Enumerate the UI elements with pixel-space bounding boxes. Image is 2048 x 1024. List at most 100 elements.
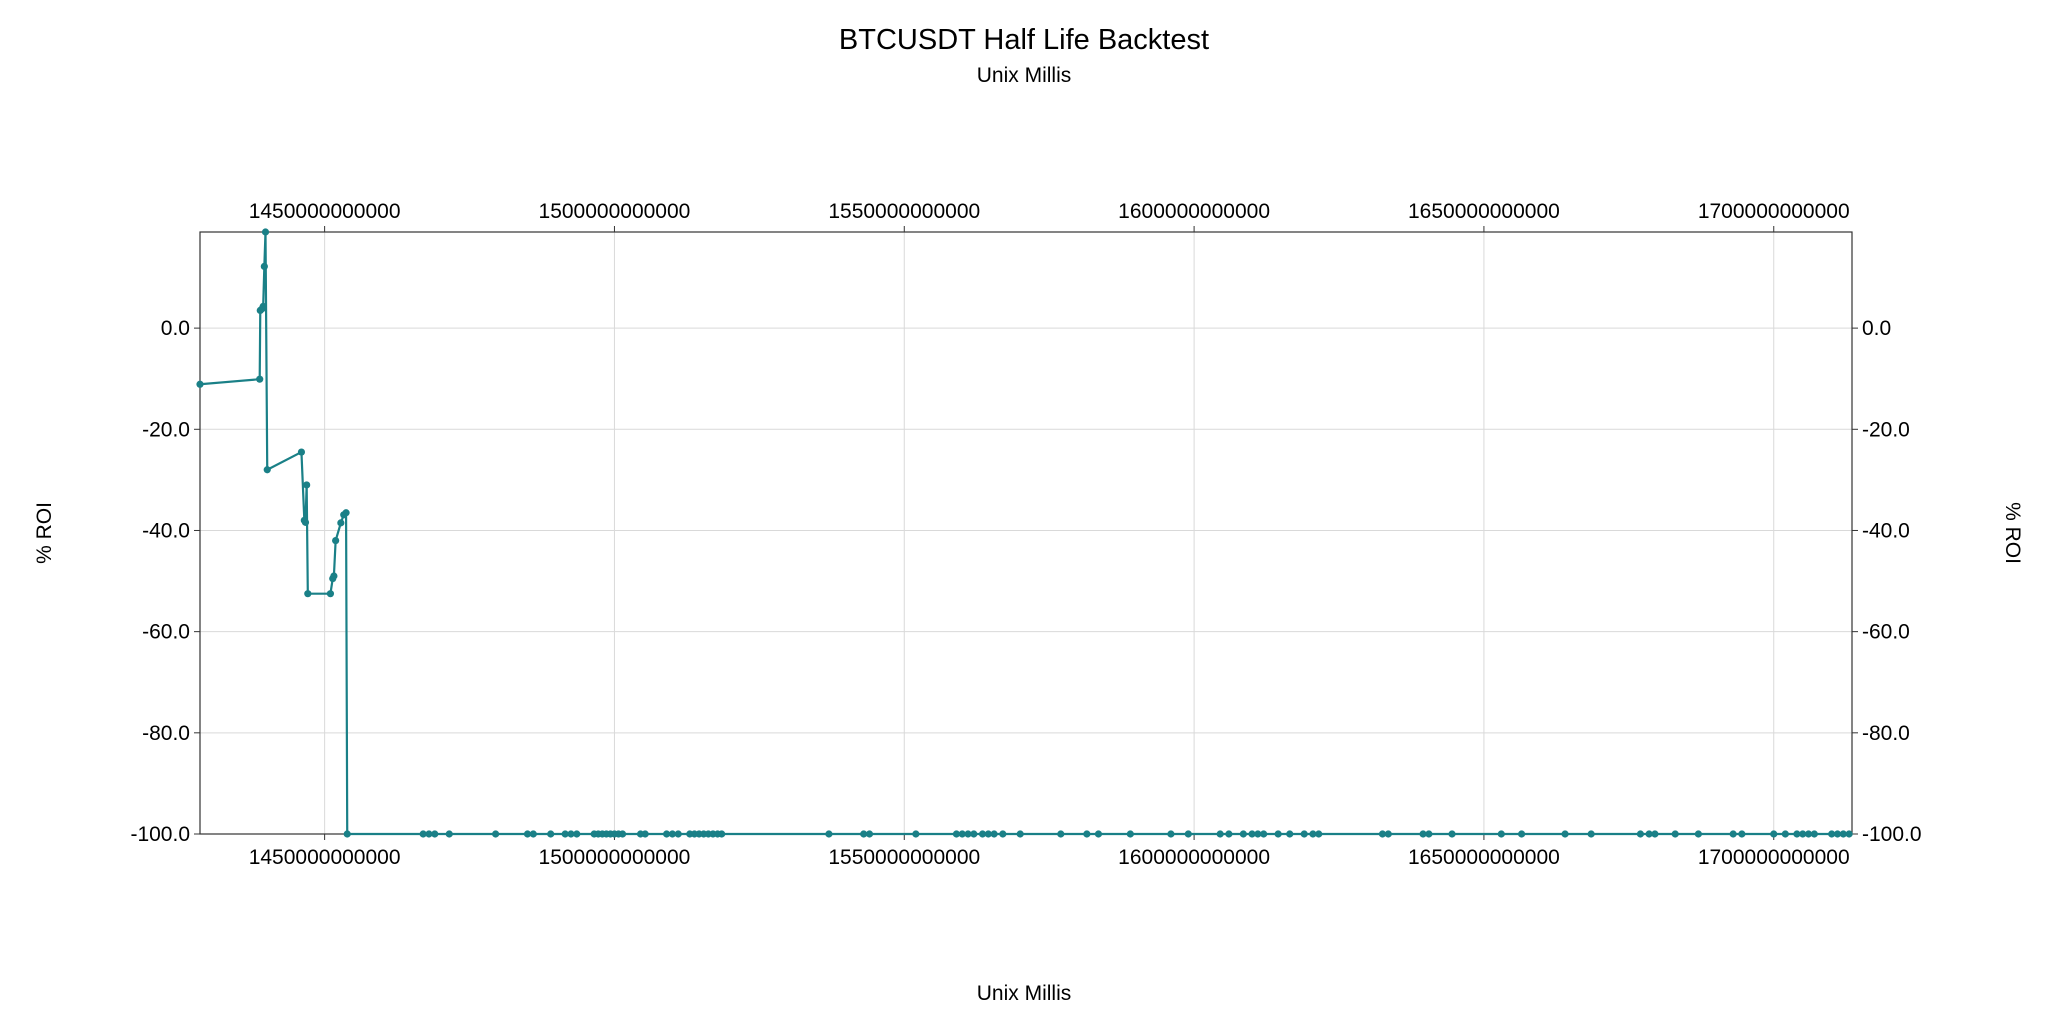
x-tick-label-top: 1450000000000 <box>249 200 401 223</box>
roi-series-line <box>199 230 1850 836</box>
data-point-marker <box>492 830 500 838</box>
data-point-marker <box>567 830 575 838</box>
data-point-marker <box>1561 830 1569 838</box>
data-point-marker <box>1419 830 1427 838</box>
data-point-marker <box>668 830 677 838</box>
data-point-marker <box>326 590 335 598</box>
data-point-marker <box>573 830 581 838</box>
data-point-marker <box>261 228 270 236</box>
data-point-marker <box>1300 830 1308 838</box>
x-tick-label-bottom: 1700000000000 <box>1698 846 1850 869</box>
data-point-marker <box>1587 830 1595 838</box>
data-point-marker <box>445 830 453 838</box>
tick-marks <box>194 226 1858 840</box>
data-point-marker <box>431 830 439 838</box>
x-tick-label-top: 1600000000000 <box>1118 200 1270 223</box>
data-point-marker <box>1094 830 1103 838</box>
y-tick-label-left: -20.0 <box>142 418 190 441</box>
data-point-marker <box>1781 830 1789 838</box>
data-point-marker <box>1804 830 1813 838</box>
y-tick-label-right: -40.0 <box>1862 519 1910 542</box>
data-point-marker <box>419 830 427 838</box>
y-axis-right-tick-labels: 0.0 -20.0 -40.0 -60.0 -80.0 -100.0 <box>1862 317 1922 846</box>
data-point-marker <box>1738 830 1746 838</box>
data-point-marker <box>1286 830 1294 838</box>
x-axis-bottom-tick-labels: 1450000000000 1500000000000 1550000000000 1… <box>249 846 1850 869</box>
data-point-marker <box>964 830 972 838</box>
y-tick-label-left: 0.0 <box>161 317 190 340</box>
data-point-marker <box>1248 830 1256 838</box>
data-point-marker <box>332 536 340 545</box>
data-point-marker <box>1016 830 1024 838</box>
x-tick-label-top: 1500000000000 <box>539 200 691 223</box>
data-point-marker <box>1694 830 1702 838</box>
x-tick-label-bottom: 1650000000000 <box>1408 846 1560 869</box>
data-point-marker <box>618 830 627 838</box>
data-point-marker <box>1793 830 1801 838</box>
x-tick-label-top: 1650000000000 <box>1408 200 1560 223</box>
y-tick-label-right: -80.0 <box>1862 722 1910 745</box>
data-point-marker <box>425 830 433 838</box>
data-point-marker <box>952 830 961 838</box>
chart-title: BTCUSDT Half Life Backtest <box>839 24 1209 56</box>
data-point-marker <box>337 519 345 527</box>
data-point-marker <box>1651 830 1659 838</box>
data-point-marker <box>1799 830 1807 838</box>
data-point-marker <box>663 830 671 838</box>
data-point-marker <box>912 830 920 838</box>
x-tick-label-top: 1550000000000 <box>828 200 980 223</box>
data-point-marker <box>1729 830 1737 838</box>
x-axis-top-tick-labels: 1450000000000 1500000000000 1550000000000 1… <box>249 200 1850 223</box>
data-point-marker <box>342 509 350 517</box>
data-point-marker <box>1167 830 1175 838</box>
data-point-marker <box>958 830 966 838</box>
y-tick-label-right: -100.0 <box>1862 823 1922 846</box>
data-point-marker <box>1184 830 1192 838</box>
y-tick-label-right: -20.0 <box>1862 418 1910 441</box>
y-tick-label-right: -60.0 <box>1862 621 1910 644</box>
data-point-marker <box>263 466 271 474</box>
data-point-marker <box>256 375 264 383</box>
data-point-marker <box>1828 830 1836 838</box>
data-point-marker <box>978 830 987 838</box>
data-point-marker <box>196 380 204 388</box>
data-point-marker <box>970 830 978 838</box>
data-point-marker <box>301 518 310 526</box>
data-point-marker <box>1425 830 1433 838</box>
x-tick-label-bottom: 1450000000000 <box>249 846 401 869</box>
y-tick-label-left: -100.0 <box>130 823 190 846</box>
data-point-marker <box>1497 830 1505 838</box>
data-point-marker <box>1845 830 1853 838</box>
data-point-marker <box>1274 830 1282 838</box>
data-point-marker <box>1309 830 1317 838</box>
y-axis-label-right: % ROI <box>2001 502 2024 564</box>
x-tick-label-bottom: 1600000000000 <box>1118 846 1270 869</box>
data-point-marker <box>1083 830 1091 838</box>
data-point-marker <box>984 830 992 838</box>
data-point-marker <box>999 830 1007 838</box>
data-point-marker <box>1260 830 1268 838</box>
data-point-marker <box>641 830 649 838</box>
data-point-marker <box>1810 830 1818 838</box>
y-tick-label-left: -80.0 <box>142 722 190 745</box>
y-tick-label-left: -60.0 <box>142 621 190 644</box>
data-point-marker <box>674 830 682 838</box>
data-point-marker <box>1057 830 1065 838</box>
x-tick-label-top: 1700000000000 <box>1698 200 1850 223</box>
x-tick-label-bottom: 1550000000000 <box>828 846 980 869</box>
data-point-marker <box>303 481 311 489</box>
data-point-marker <box>860 830 868 838</box>
data-point-marker <box>1518 830 1526 838</box>
data-point-marker <box>304 590 312 598</box>
data-point-marker <box>523 830 532 838</box>
y-axis-label-left: % ROI <box>33 502 56 564</box>
data-point-marker <box>561 830 569 838</box>
gridlines <box>200 232 1852 835</box>
data-point-marker <box>865 830 874 838</box>
data-point-marker <box>547 830 555 838</box>
data-point-marker <box>297 448 306 456</box>
data-point-marker <box>259 302 267 310</box>
data-point-marker <box>1671 830 1679 838</box>
data-point-marker <box>1645 830 1653 838</box>
